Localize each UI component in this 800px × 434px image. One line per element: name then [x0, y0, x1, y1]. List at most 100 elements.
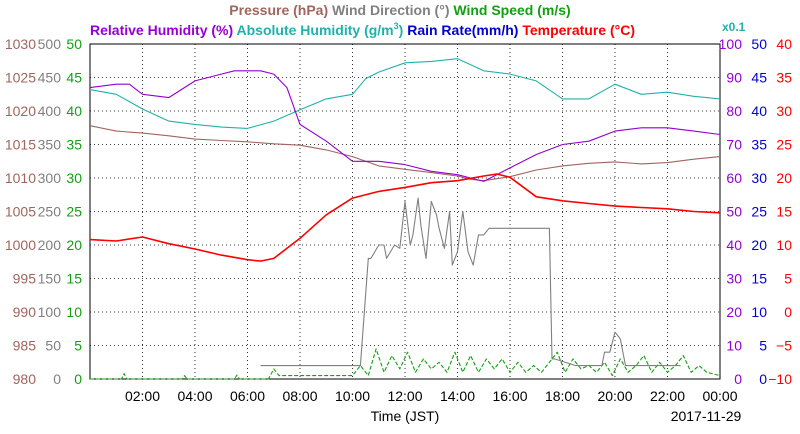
- relative-humidity-tick-label: 90: [726, 70, 742, 86]
- data-series: [89, 58, 721, 380]
- x-tick-label: 14:00: [440, 388, 475, 404]
- wind-speed-tick-label: 35: [66, 137, 82, 153]
- wind-direction-tick-label: 400: [38, 103, 62, 119]
- x-tick-label: 04:00: [177, 388, 212, 404]
- rain-rate-tick-label: 15: [751, 271, 767, 287]
- wind-speed-tick-label: 20: [66, 237, 82, 253]
- relative-humidity-tick-label: 10: [726, 338, 742, 354]
- relative-humidity-tick-label: 60: [726, 170, 742, 186]
- temperature-tick-label: 35: [776, 70, 792, 86]
- chart-header: Pressure (hPa) Wind Direction (°) Wind S…: [90, 2, 746, 38]
- rain-rate-tick-label: 0: [759, 371, 767, 387]
- temperature-tick-label: −10: [768, 371, 792, 387]
- pressure-tick-label: 980: [13, 371, 37, 387]
- pressure-tick-label: 1010: [5, 170, 36, 186]
- temperature-tick-label: 0: [784, 304, 792, 320]
- temperature-tick-label: 10: [776, 237, 792, 253]
- x-axis-label: Time (JST): [371, 408, 440, 424]
- wind-direction-tick-label: 200: [38, 237, 62, 253]
- x-tick-label: 22:00: [650, 388, 685, 404]
- wind-speed-tick-label: 45: [66, 70, 82, 86]
- header-close-paren: ): [399, 22, 404, 38]
- pressure-tick-label: 1005: [5, 204, 36, 220]
- wind-direction-tick-label: 0: [53, 371, 61, 387]
- wind-direction-tick-label: 450: [38, 70, 62, 86]
- temperature-tick-label: 40: [776, 36, 792, 52]
- pressure-tick-label: 1025: [5, 70, 36, 86]
- x-tick-label: 20:00: [597, 388, 632, 404]
- header-line-1: Pressure (hPa) Wind Direction (°) Wind S…: [229, 2, 570, 18]
- wind-direction-tick-label: 100: [38, 304, 62, 320]
- temperature-tick-label: 20: [776, 170, 792, 186]
- wind-speed-tick-label: 30: [66, 170, 82, 186]
- rain-rate-tick-label: 30: [751, 170, 767, 186]
- wind-direction-tick-label: 350: [38, 137, 62, 153]
- header-superscript: 3: [394, 21, 399, 31]
- x-tick-label: 18:00: [545, 388, 580, 404]
- wind-speed-tick-label: 0: [74, 371, 82, 387]
- x-tick-label: 10:00: [335, 388, 370, 404]
- pressure-tick-label: 1020: [5, 103, 36, 119]
- rain-rate-tick-label: 25: [751, 204, 767, 220]
- header-label-4: Absolute Humidity (g/m: [233, 22, 393, 38]
- wind-speed-tick-label: 50: [66, 36, 82, 52]
- wind-speed-tick-label: 15: [66, 271, 82, 287]
- x-tick-label: 12:00: [387, 388, 422, 404]
- wind-direction-tick-label: 50: [45, 338, 61, 354]
- temperature-tick-label: 5: [784, 271, 792, 287]
- temperature-tick-label: 30: [776, 103, 792, 119]
- wind-direction-tick-label: 300: [38, 170, 62, 186]
- wind-direction-tick-label: 150: [38, 271, 62, 287]
- wind-speed-tick-label: 40: [66, 103, 82, 119]
- relative-humidity-tick-label: 50: [726, 204, 742, 220]
- header-line-2: Relative Humidity (%) Absolute Humidity …: [90, 21, 635, 38]
- abs-humidity-scale-note: x0.1: [722, 20, 746, 34]
- rain-rate-tick-label: 50: [751, 36, 767, 52]
- pressure-tick-label: 990: [13, 304, 37, 320]
- wind-speed-tick-label: 25: [66, 204, 82, 220]
- relative-humidity-tick-label: 40: [726, 237, 742, 253]
- wind-speed-tick-label: 5: [74, 338, 82, 354]
- temperature-tick-label: −5: [776, 338, 792, 354]
- relative-humidity-tick-label: 100: [719, 36, 743, 52]
- rain-rate-tick-label: 40: [751, 103, 767, 119]
- rain-rate-tick-label: 10: [751, 304, 767, 320]
- x-tick-label: 16:00: [492, 388, 527, 404]
- pressure-tick-label: 1000: [5, 237, 36, 253]
- x-tick-label: 08:00: [282, 388, 317, 404]
- relative-humidity-line: [89, 70, 721, 182]
- wind-direction-tick-label: 500: [38, 36, 62, 52]
- chart-date: 2017-11-29: [671, 408, 742, 424]
- relative-humidity-tick-label: 80: [726, 103, 742, 119]
- wind-speed-tick-label: 10: [66, 304, 82, 320]
- pressure-tick-label: 985: [13, 338, 37, 354]
- header-label-6: Temperature (°C): [518, 22, 635, 38]
- relative-humidity-tick-label: 30: [726, 271, 742, 287]
- right-axes: 0102030405060708090100051015202530354045…: [719, 36, 793, 387]
- pressure-tick-label: 1015: [5, 137, 36, 153]
- grid-lines: [90, 44, 720, 379]
- rain-rate-tick-label: 5: [759, 338, 767, 354]
- pressure-tick-label: 1030: [5, 36, 36, 52]
- header-label-2: Wind Speed (m/s): [449, 2, 570, 18]
- x-tick-label: 00:00: [702, 388, 737, 404]
- left-axes: 9809859909951000100510101015102010251030…: [5, 36, 82, 387]
- relative-humidity-tick-label: 20: [726, 304, 742, 320]
- wind-direction-line: [260, 197, 681, 367]
- rain-rate-tick-label: 45: [751, 70, 767, 86]
- wind-speed-m-s-line: [90, 348, 721, 380]
- temperature-c-line: [89, 173, 721, 262]
- relative-humidity-tick-label: 70: [726, 137, 742, 153]
- relative-humidity-tick-label: 0: [734, 371, 742, 387]
- header-label-1: Wind Direction (°): [328, 2, 449, 18]
- rain-rate-tick-label: 35: [751, 137, 767, 153]
- pressure-hpa-line: [89, 125, 721, 182]
- temperature-tick-label: 15: [776, 204, 792, 220]
- absolute-humidity-g-m-x-line: [89, 58, 721, 129]
- header-label-3: Relative Humidity (%): [90, 22, 233, 38]
- pressure-tick-label: 995: [13, 271, 37, 287]
- x-axis: 02:00 04:00 06:00 08:00 10:00 12:00 14:00 16:00…: [125, 388, 738, 404]
- x-tick-label: 06:00: [230, 388, 265, 404]
- temperature-tick-label: 25: [776, 137, 792, 153]
